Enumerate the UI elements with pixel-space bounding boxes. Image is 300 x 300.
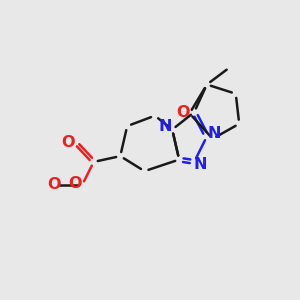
Text: O: O bbox=[48, 178, 61, 193]
Text: N: N bbox=[159, 119, 172, 134]
Text: O: O bbox=[68, 176, 82, 191]
Text: N: N bbox=[207, 126, 220, 141]
Text: O: O bbox=[61, 135, 75, 150]
Text: O: O bbox=[176, 105, 189, 120]
Text: N: N bbox=[194, 157, 207, 172]
